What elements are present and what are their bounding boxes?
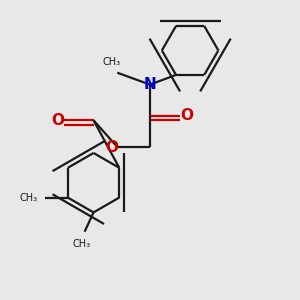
Text: O: O bbox=[51, 113, 64, 128]
Text: CH₃: CH₃ bbox=[103, 57, 121, 68]
Text: CH₃: CH₃ bbox=[20, 193, 38, 202]
Text: O: O bbox=[180, 108, 193, 123]
Text: CH₃: CH₃ bbox=[73, 239, 91, 249]
Text: N: N bbox=[144, 77, 156, 92]
Text: O: O bbox=[106, 140, 118, 154]
